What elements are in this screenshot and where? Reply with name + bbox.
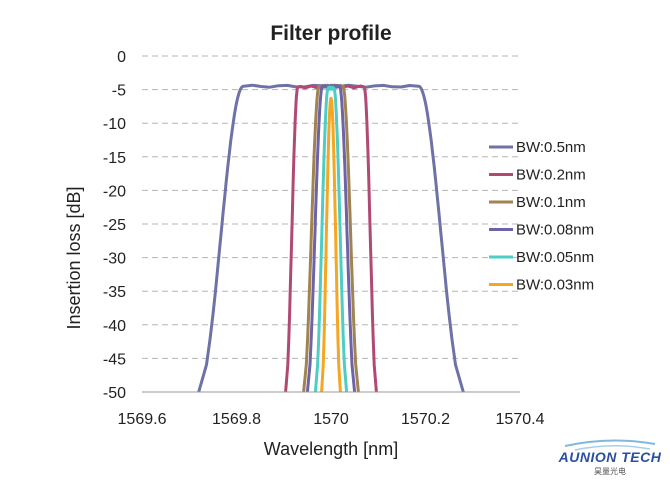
logo-brand: AUNION TECH xyxy=(558,449,662,465)
y-tick-label: -30 xyxy=(103,251,126,268)
legend-label: BW:0.5nm xyxy=(516,139,586,156)
y-tick-label: -20 xyxy=(103,183,126,200)
y-tick-label: 0 xyxy=(117,49,126,66)
gridlines xyxy=(142,55,520,359)
series-line xyxy=(313,85,349,393)
legend-label: BW:0.1nm xyxy=(516,194,586,211)
y-tick-label: -10 xyxy=(103,116,126,133)
x-tick-label: 1570.4 xyxy=(496,411,545,428)
x-tick-label: 1570.2 xyxy=(401,411,450,428)
y-tick-label: -45 xyxy=(103,351,126,368)
x-axis-ticks: 1569.6 1569.8 1570 1570.2 1570.4 xyxy=(118,411,545,428)
aunion-tech-logo: AUNION TECH 昊量光电 xyxy=(558,439,662,476)
legend-label: BW:0.05nm xyxy=(516,249,594,266)
y-tick-label: -35 xyxy=(103,284,126,301)
y-tick-label: -50 xyxy=(103,385,126,402)
legend-label: BW:0.2nm xyxy=(516,167,586,184)
series-curves xyxy=(197,83,465,393)
x-tick-label: 1570 xyxy=(313,411,349,428)
y-tick-label: -5 xyxy=(112,83,126,100)
chart-title: Filter profile xyxy=(270,22,391,45)
y-tick-label: -25 xyxy=(103,217,126,234)
y-tick-label: -40 xyxy=(103,318,126,335)
x-tick-label: 1569.8 xyxy=(212,411,261,428)
legend-label: BW:0.08nm xyxy=(516,222,594,239)
x-tick-label: 1569.6 xyxy=(118,411,167,428)
series-line xyxy=(284,84,378,393)
logo-subtitle: 昊量光电 xyxy=(594,466,626,476)
series-line xyxy=(305,83,357,393)
series-line xyxy=(197,83,465,393)
y-axis-label: Insertion loss [dB] xyxy=(64,186,84,329)
legend-label: BW:0.03nm xyxy=(516,277,594,294)
y-axis-ticks: 0 -5 -10 -15 -20 -25 -30 -35 -40 -45 -50 xyxy=(103,49,126,402)
legend: BW:0.5nm BW:0.2nm BW:0.1nm BW:0.08nm BW:0.05… xyxy=(489,139,594,294)
y-tick-label: -15 xyxy=(103,150,126,167)
series-line xyxy=(320,96,342,393)
x-axis-label: Wavelength [nm] xyxy=(264,439,398,459)
